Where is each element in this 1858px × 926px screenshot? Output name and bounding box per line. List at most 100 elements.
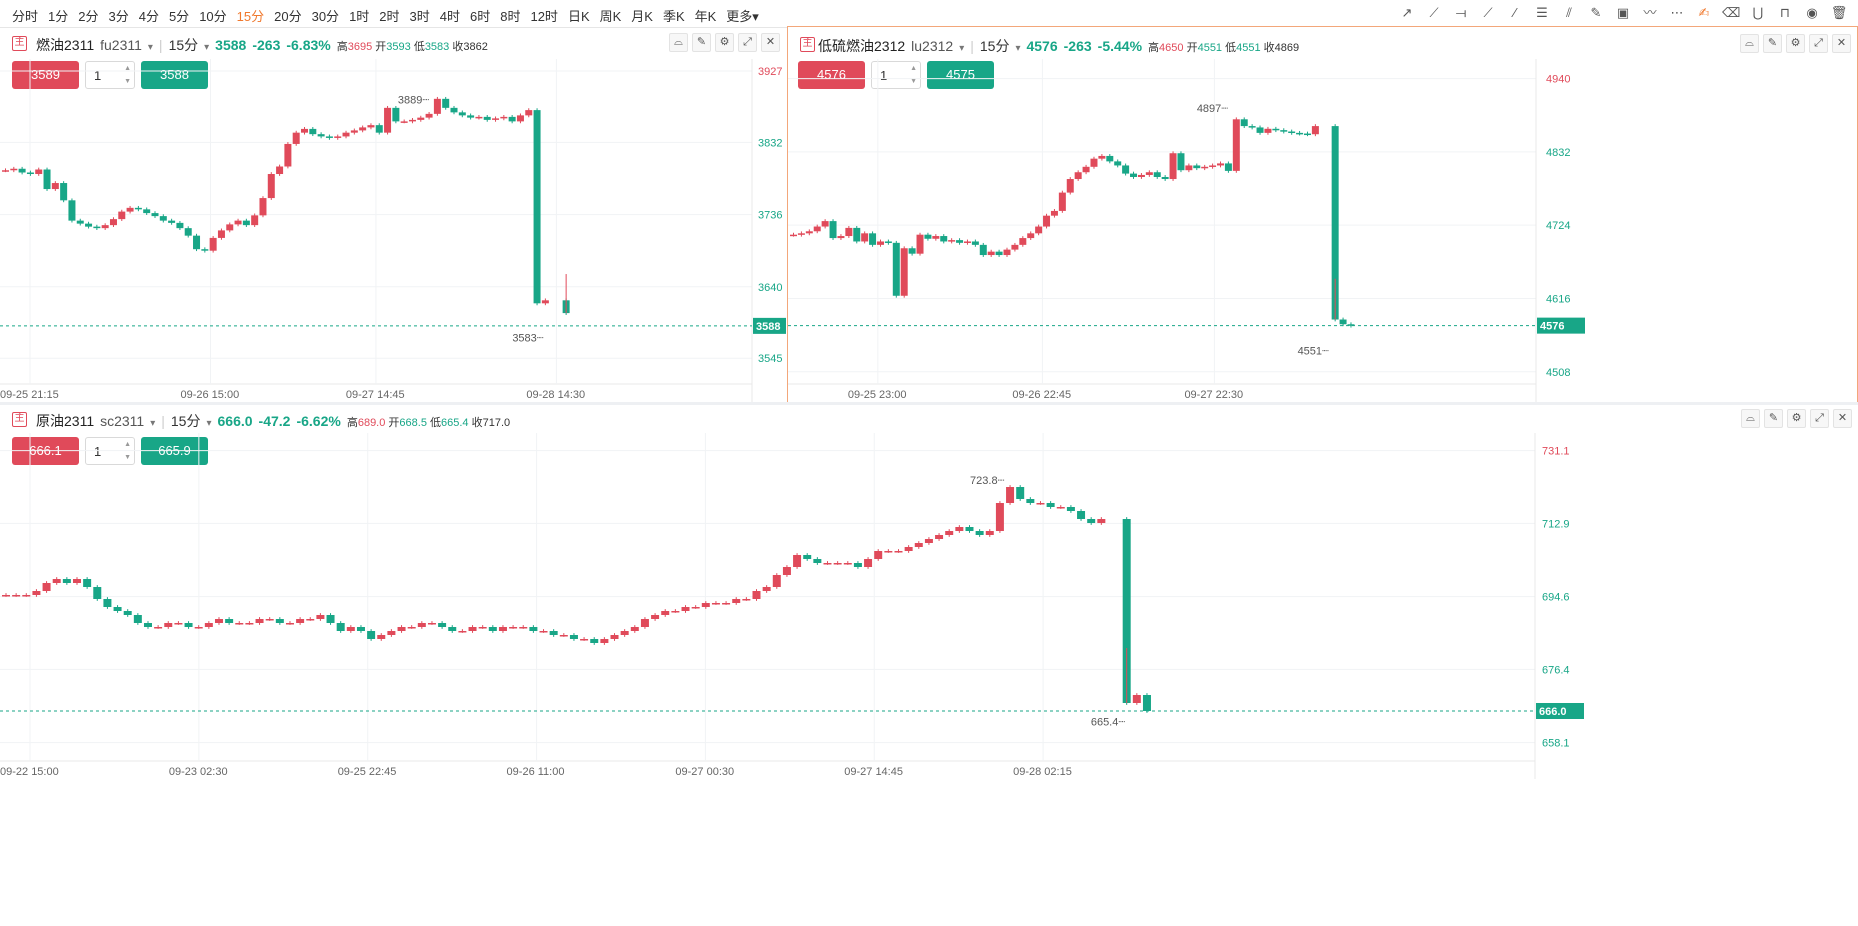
candle-body (711, 603, 720, 605)
candlestick-chart[interactable]: 3927 3832 3736 3640 3545 09-25 21:15 09-26 15:… (0, 59, 786, 402)
contract-name[interactable]: 低硫燃油2312 (818, 38, 906, 54)
close-icon[interactable]: ✕ (1832, 34, 1851, 53)
period-20[interactable]: 季K (662, 9, 685, 24)
sell-button[interactable]: 4575 (927, 61, 994, 89)
panel-period[interactable]: 15分 (170, 413, 201, 429)
extended-line-icon[interactable]: ⟋ (1429, 5, 1439, 20)
period-21[interactable]: 年K (694, 9, 717, 24)
period-15[interactable]: 8时 (500, 9, 521, 24)
candle-body (853, 563, 862, 567)
ray-arrow-icon[interactable]: ↗ (1401, 5, 1413, 20)
candlestick-chart[interactable]: 731.1 712.9 694.6 676.4 658.1 09-22 15:00 09-2… (0, 433, 1858, 779)
quantity-stepper[interactable]: 1 ▲ ▼ (871, 61, 921, 89)
contract-icon: 主 (12, 36, 27, 51)
period-17[interactable]: 日K (567, 9, 590, 24)
y-tick-label: 658.1 (1542, 738, 1570, 750)
period-18[interactable]: 周K (599, 9, 622, 24)
draw-icon[interactable]: ✎ (1763, 34, 1782, 53)
wave-icon[interactable]: 〰 (1643, 5, 1657, 20)
candle-body (1036, 503, 1045, 505)
period-0[interactable]: 分时 (12, 9, 39, 24)
period-9[interactable]: 30分 (311, 9, 340, 24)
period-13[interactable]: 4时 (439, 9, 460, 24)
candle-body (367, 631, 376, 639)
period-7[interactable]: 15分 (236, 9, 265, 24)
fibonacci-icon[interactable]: ☰ (1536, 5, 1548, 20)
gann-fan-icon[interactable]: ⫽ (1566, 5, 1572, 20)
chevron-down-icon[interactable]: ▾ (204, 42, 210, 53)
candle-body (51, 183, 59, 190)
eraser-icon[interactable]: ⌫ (1722, 5, 1741, 20)
last-price-tag (1537, 317, 1585, 334)
period-1[interactable]: 1分 (48, 9, 69, 24)
chart-panel-fu2311: 主 燃油2311 fu2311 ▾ | 15分 ▾ 3588 -263 -6.8… (0, 29, 786, 402)
period-8[interactable]: 20分 (274, 9, 302, 24)
lock-icon[interactable]: ⊓ (1779, 5, 1791, 20)
trash-icon[interactable]: 🗑 (1830, 5, 1848, 20)
segment-line-icon[interactable]: ⟋ (1483, 5, 1493, 20)
contract-code[interactable]: fu2311 (100, 37, 142, 53)
settings-icon[interactable]: ⚙ (715, 33, 734, 52)
chevron-down-icon[interactable]: ▾ (147, 42, 153, 53)
settings-icon[interactable]: ⚙ (1786, 34, 1805, 53)
eye-icon[interactable]: ◉ (1806, 5, 1818, 20)
pen-line-icon[interactable]: ∕ (1513, 5, 1517, 20)
period-19[interactable]: 月K (631, 9, 653, 24)
candlestick-chart[interactable]: 4940 4832 4724 4616 4508 09-25 23:00 09-26 22:… (788, 59, 1857, 402)
close-icon[interactable]: ✕ (1833, 409, 1852, 428)
period-12[interactable]: 3时 (409, 9, 430, 24)
candle-body (803, 555, 812, 559)
period-6[interactable]: 10分 (199, 9, 227, 24)
indicator-icon[interactable]: ⌓ (669, 33, 688, 52)
candle-body (151, 213, 159, 217)
more-icon[interactable]: ⋯ (1670, 5, 1684, 20)
chevron-down-icon[interactable]: ▾ (206, 418, 212, 429)
draw-icon[interactable]: ✎ (1764, 409, 1783, 428)
candle-body (1019, 238, 1027, 245)
candle-body (900, 248, 908, 296)
contract-code[interactable]: lu2312 (911, 38, 954, 54)
quantity-stepper[interactable]: 1 ▲ ▼ (85, 61, 135, 89)
period-5[interactable]: 5分 (168, 9, 190, 24)
period-4[interactable]: 4分 (138, 9, 159, 24)
panel-period[interactable]: 15分 (979, 38, 1010, 54)
candle-body (442, 98, 450, 108)
image-icon[interactable]: ▣ (1616, 5, 1630, 20)
period-10[interactable]: 1时 (349, 9, 370, 24)
chevron-down-icon[interactable]: ▾ (959, 43, 965, 54)
magnet-icon[interactable]: ⋃ (1752, 5, 1764, 20)
price-change: -47.2 (258, 413, 291, 429)
candle-body (265, 619, 274, 621)
buy-button[interactable]: 3589 (12, 61, 79, 89)
period-14[interactable]: 6时 (470, 9, 491, 24)
period-22[interactable]: 更多▾ (726, 9, 759, 24)
period-16[interactable]: 12时 (530, 9, 558, 24)
expand-icon[interactable]: ⤢ (1809, 34, 1828, 53)
period-3[interactable]: 3分 (108, 9, 129, 24)
step-up-icon: ▲ (910, 65, 917, 72)
candle-body (126, 207, 134, 212)
period-2[interactable]: 2分 (78, 9, 99, 24)
chevron-down-icon[interactable]: ▾ (150, 418, 156, 429)
indicator-icon[interactable]: ⌓ (1740, 34, 1759, 53)
candle-body (963, 241, 971, 243)
indicator-icon[interactable]: ⌓ (1741, 409, 1760, 428)
x-tick-label: 09-26 22:45 (1012, 389, 1071, 401)
candle-body (458, 112, 466, 116)
close-icon[interactable]: ✕ (761, 33, 780, 52)
period-11[interactable]: 2时 (379, 9, 400, 24)
candle-body (43, 169, 51, 190)
edit-note-icon[interactable]: ✍ (1698, 5, 1710, 20)
contract-name[interactable]: 燃油2311 (36, 37, 95, 53)
contract-name[interactable]: 原油2311 (36, 413, 95, 429)
expand-icon[interactable]: ⤢ (738, 33, 757, 52)
settings-icon[interactable]: ⚙ (1787, 409, 1806, 428)
draw-icon[interactable]: ✎ (692, 33, 711, 52)
horizontal-line-icon[interactable]: ⟞ (1455, 5, 1467, 20)
chevron-down-icon[interactable]: ▾ (1015, 43, 1021, 54)
brush-icon[interactable]: ✎ (1590, 5, 1602, 20)
contract-code[interactable]: sc2311 (100, 413, 145, 429)
panel-period[interactable]: 15分 (168, 37, 199, 53)
candle-body (83, 579, 92, 587)
expand-icon[interactable]: ⤢ (1810, 409, 1829, 428)
